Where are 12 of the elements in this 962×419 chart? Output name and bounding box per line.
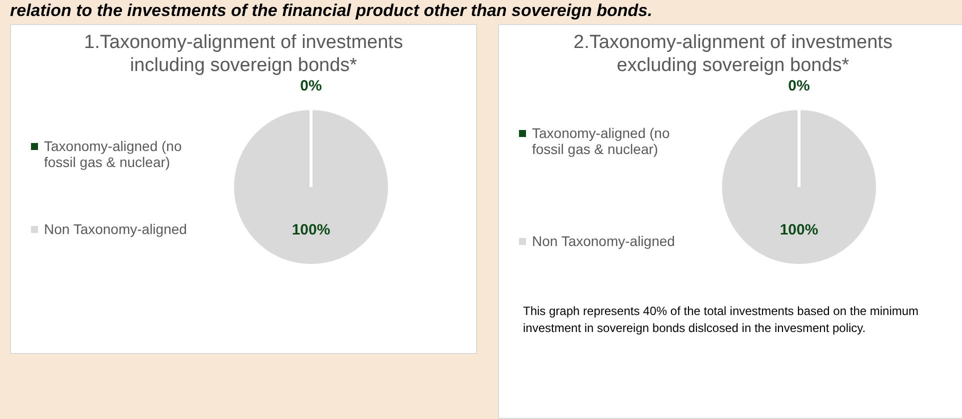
chart-title: 1.Taxonomy-alignment of investments including sovereign bonds* <box>83 31 404 77</box>
text: 0% <box>788 78 810 95</box>
legend-label: Taxonomy-aligned (no fossil gas & nuclear) <box>532 125 671 157</box>
data-label: 100% <box>292 221 330 238</box>
chart-title: 2.Taxonomy-alignment of investments excluding sovereign bonds* <box>572 31 894 77</box>
data-label: 100% <box>780 221 818 238</box>
legend-label: Non Taxonomy-aligned <box>44 220 187 236</box>
legend-label: Taxonomy-aligned (no fossil gas & nuclear) <box>44 138 183 170</box>
text: 0% <box>300 78 322 95</box>
text: relation to the investments of the financial product other than sovereign bonds. <box>10 1 652 21</box>
legend-label: Non Taxonomy-aligned <box>532 233 675 249</box>
text: This graph represents 40% of the total investments based on the minimum investment in sovereign bonds dislcosed in the invesment policy. <box>523 303 920 337</box>
